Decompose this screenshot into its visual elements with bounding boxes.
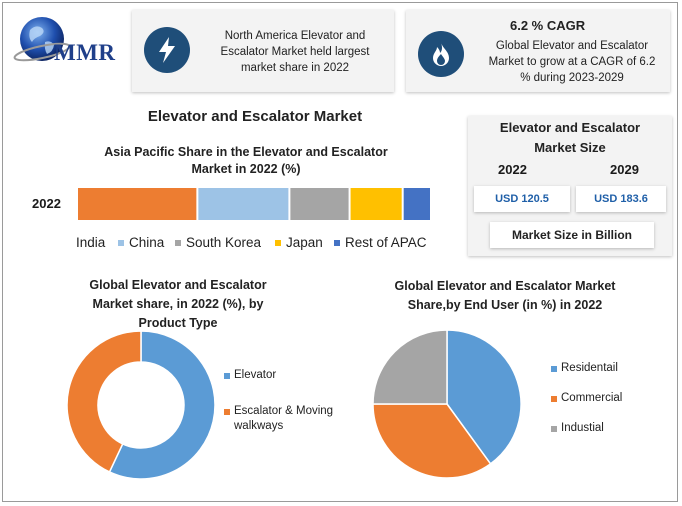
donut-chart-title: Global Elevator and Escalator Market sha… xyxy=(89,278,267,330)
flame-icon xyxy=(418,31,464,77)
bar-segment-rest-of-apac xyxy=(403,188,430,220)
legend-label-elevator: Elevator xyxy=(234,369,277,381)
bar-chart-category-label: 2022 xyxy=(32,196,61,211)
slice-residentail xyxy=(446,329,522,465)
market-size-title: Elevator and Escalator Market Size xyxy=(499,120,641,155)
legend-item-india: India xyxy=(76,235,105,250)
year-2022-label: 2022 xyxy=(498,162,527,177)
market-size-footer: Market Size in Billion xyxy=(490,222,654,248)
legend-label: China xyxy=(129,235,165,250)
legend-swatch xyxy=(275,240,281,247)
market-share-card: North America Elevator and Escalator Mar… xyxy=(132,10,394,92)
slice-elevator xyxy=(108,330,216,480)
legend-swatch-commercial xyxy=(551,396,557,402)
legend-swatch xyxy=(334,240,340,247)
globe-icon xyxy=(13,17,71,62)
logo-text: MMR xyxy=(54,40,116,65)
cagr-card: 6.2 % CAGR Global Elevator and Escalator… xyxy=(406,10,670,92)
bar-segment-china xyxy=(198,188,289,220)
legend-label-commercial: Commercial xyxy=(561,392,623,404)
legend-swatch-residentail xyxy=(551,366,557,372)
legend-item-china: China xyxy=(118,235,164,250)
pie-chart-title: Global Elevator and Escalator Market Sha… xyxy=(394,279,616,312)
cagr-title: 6.2 % CAGR xyxy=(510,18,586,33)
legend-label: South Korea xyxy=(186,235,262,250)
legend-label: Japan xyxy=(286,235,323,250)
legend-swatch xyxy=(175,240,181,247)
main-title: Elevator and Escalator Market xyxy=(147,108,363,125)
slice-escalator-moving-walkways xyxy=(66,330,142,473)
year-2029-label: 2029 xyxy=(610,162,639,177)
legend-item-rest-of-apac: Rest of APAC xyxy=(334,235,427,250)
bar-segment-india xyxy=(78,188,197,220)
donut-chart xyxy=(66,330,216,480)
bar-chart-title: Asia Pacific Share in the Elevator and E… xyxy=(104,145,388,176)
market-share-text: North America Elevator and Escalator Mar… xyxy=(220,30,370,74)
legend-swatch-escalator-moving-walkways xyxy=(224,409,230,415)
slice-industial xyxy=(372,329,448,405)
legend-label-industial: Industial xyxy=(561,422,604,434)
legend-label-residentail: Residentail xyxy=(561,362,618,374)
market-size-2022-value: USD 120.5 xyxy=(474,186,570,212)
stacked-bar-chart xyxy=(78,188,430,220)
bar-segment-south-korea xyxy=(290,188,349,220)
market-size-2029-value: USD 183.6 xyxy=(576,186,666,212)
legend-label: India xyxy=(76,235,106,250)
slice-commercial xyxy=(372,403,492,479)
legend-label: Rest of APAC xyxy=(345,235,427,250)
pie-chart xyxy=(372,329,522,479)
lightning-icon xyxy=(144,27,190,73)
cagr-text: Global Elevator and Escalator Market to … xyxy=(488,40,656,84)
legend-swatch xyxy=(118,240,124,247)
mmr-logo: MMR xyxy=(12,12,132,70)
market-size-card: Elevator and Escalator Market Size 2022 … xyxy=(468,116,672,256)
bar-segment-japan xyxy=(350,188,402,220)
legend-item-south-korea: South Korea xyxy=(175,235,261,250)
legend-label-escalator-moving-walkways: Escalator & Moving walkways xyxy=(234,405,334,432)
legend-swatch-industial xyxy=(551,426,557,432)
legend-swatch-elevator xyxy=(224,373,230,379)
legend-item-japan: Japan xyxy=(275,235,323,250)
